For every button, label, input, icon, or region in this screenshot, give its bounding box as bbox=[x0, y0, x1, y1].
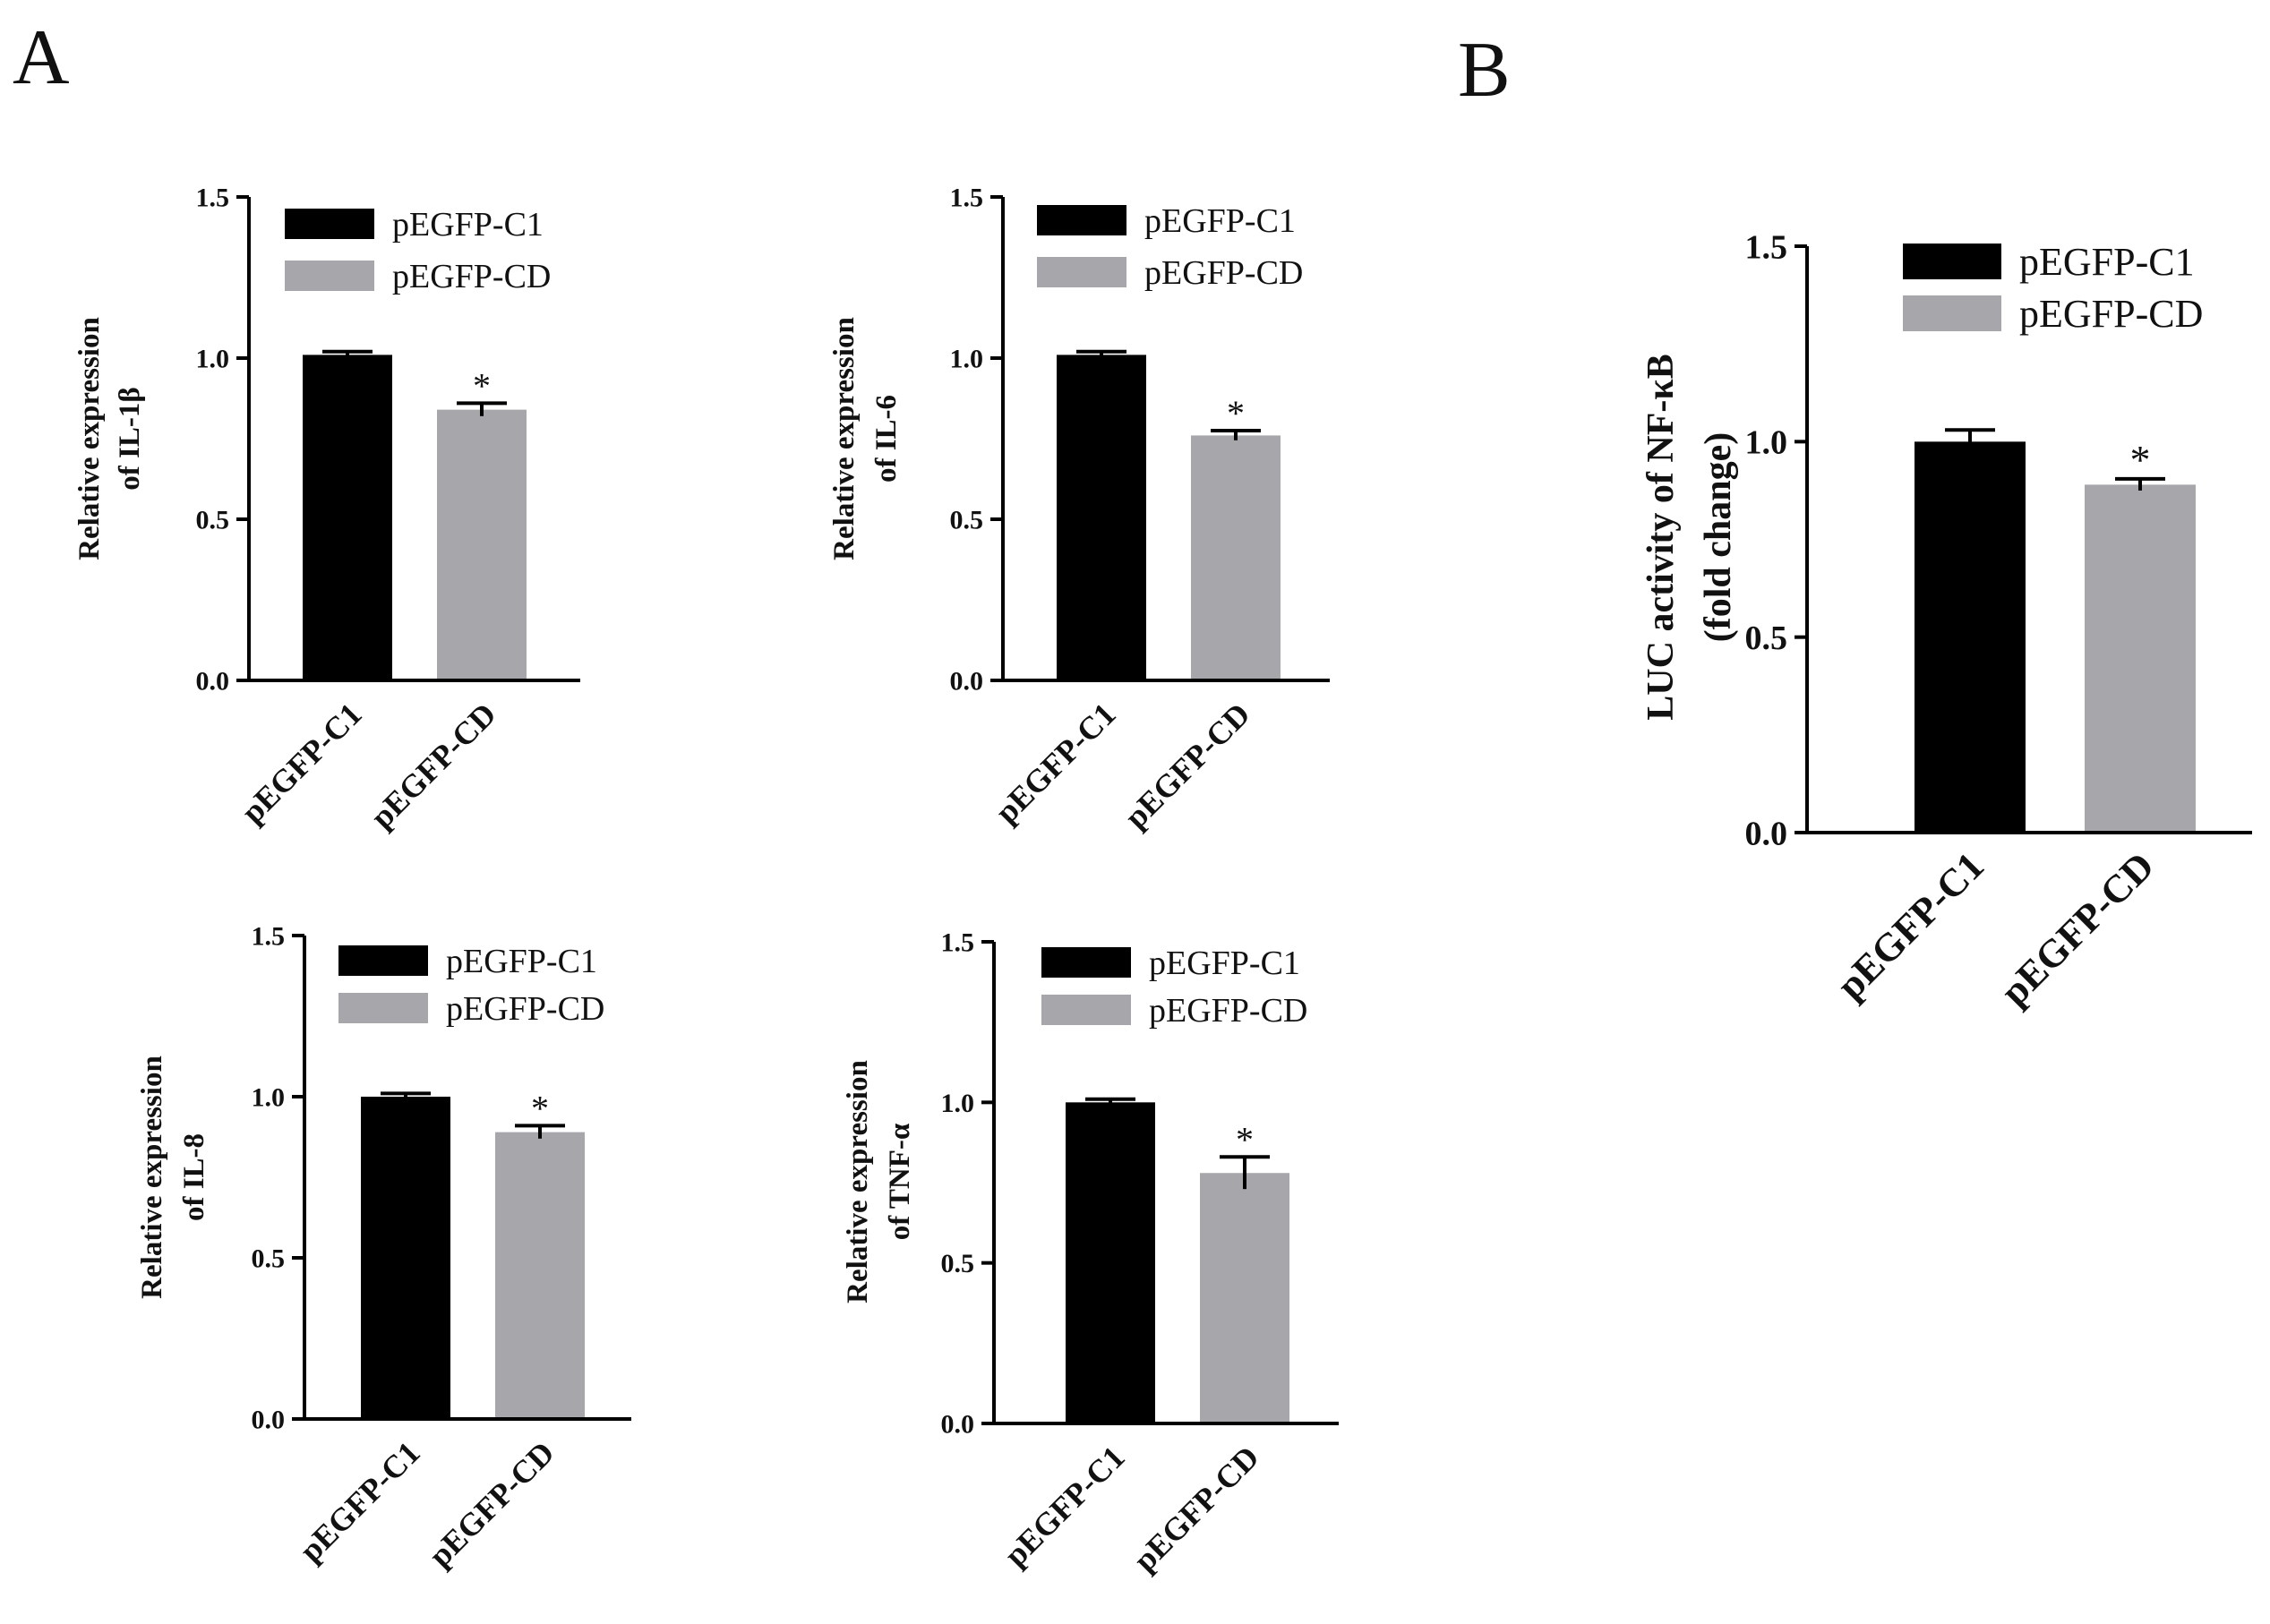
legend-label: pEGFP-C1 bbox=[1144, 202, 1296, 240]
y-tick-label: 1.5 bbox=[941, 928, 975, 958]
significance-marker: * bbox=[1236, 1119, 1254, 1159]
chart-il6: pEGFP-C1 * pEGFP-CD 0.0 0.5 1.0 1.5 Relative ex… bbox=[828, 184, 1330, 835]
legend-label: pEGFP-C1 bbox=[446, 943, 597, 980]
y-tick-label: 0.0 bbox=[252, 1406, 286, 1435]
significance-marker: * bbox=[1227, 393, 1245, 433]
y-tick-label: 0.0 bbox=[941, 1410, 975, 1440]
significance-marker: * bbox=[2130, 437, 2151, 483]
legend-label: pEGFP-CD bbox=[392, 258, 551, 295]
legend-label: pEGFP-CD bbox=[1144, 254, 1303, 292]
y-tick-label: 1.0 bbox=[196, 345, 230, 374]
bar-pegfp-cd bbox=[495, 1132, 585, 1419]
legend-swatch bbox=[338, 993, 428, 1023]
x-tick-label: pEGFP-C1 bbox=[235, 696, 369, 830]
bar-pegfp-cd bbox=[1200, 1173, 1289, 1423]
panel-label-a: A bbox=[13, 14, 70, 101]
legend-swatch bbox=[1037, 205, 1126, 235]
x-tick-label: pEGFP-CD bbox=[1992, 843, 2163, 1013]
bar-pegfp-cd bbox=[2085, 484, 2196, 833]
y-tick-label: 1.0 bbox=[252, 1083, 286, 1113]
legend-label: pEGFP-C1 bbox=[392, 206, 544, 244]
legend-label: pEGFP-C1 bbox=[2019, 240, 2195, 284]
bar-pegfp-c1 bbox=[303, 355, 392, 680]
y-tick-label: 1.5 bbox=[1745, 228, 1788, 266]
y-tick-label: 1.5 bbox=[252, 922, 286, 952]
y-axis-label: of IL-8 bbox=[178, 1133, 210, 1221]
x-tick-label: pEGFP-C1 bbox=[293, 1434, 427, 1568]
bar-pegfp-c1 bbox=[1057, 355, 1146, 680]
y-axis-label: of IL-1β bbox=[114, 387, 146, 490]
y-axis-label: Relative expression bbox=[842, 1060, 874, 1303]
significance-marker: * bbox=[473, 365, 491, 406]
y-tick-label: 1.5 bbox=[950, 184, 984, 213]
chart-il8: pEGFP-C1 * pEGFP-CD 0.0 0.5 1.0 1.5 Relative ex… bbox=[136, 922, 631, 1574]
x-tick-label: pEGFP-C1 bbox=[1829, 843, 1992, 1007]
chart-tnfa: pEGFP-C1 * pEGFP-CD 0.0 0.5 1.0 1.5 Relative ex… bbox=[842, 928, 1339, 1578]
x-tick-label: pEGFP-CD bbox=[422, 1434, 561, 1574]
y-tick-label: 1.5 bbox=[196, 184, 230, 213]
y-tick-label: 0.5 bbox=[941, 1249, 975, 1278]
y-tick-label: 1.0 bbox=[1745, 424, 1788, 462]
panel-label-b: B bbox=[1458, 27, 1511, 114]
legend-swatch bbox=[1037, 257, 1126, 287]
bar-pegfp-c1 bbox=[1915, 441, 2026, 833]
legend-label: pEGFP-CD bbox=[446, 990, 604, 1028]
legend-label: pEGFP-C1 bbox=[1149, 944, 1300, 982]
bar-pegfp-c1 bbox=[1066, 1102, 1155, 1423]
x-tick-label: pEGFP-CD bbox=[1118, 696, 1257, 835]
chart-nfkb: pEGFP-C1 * pEGFP-CD 0.0 0.5 1.0 1.5 LUC activit… bbox=[1640, 228, 2252, 1014]
y-axis-label: Relative expression bbox=[136, 1056, 168, 1299]
y-axis-label: of TNF-α bbox=[884, 1123, 916, 1240]
legend-swatch bbox=[285, 209, 374, 239]
legend-label: pEGFP-CD bbox=[2019, 292, 2203, 336]
x-tick-label: pEGFP-CD bbox=[1126, 1439, 1266, 1578]
legend-swatch bbox=[1041, 947, 1131, 978]
legend-swatch bbox=[1903, 295, 2001, 331]
y-axis-label: of IL-6 bbox=[870, 395, 903, 483]
y-axis-label: Relative expression bbox=[73, 317, 106, 560]
y-tick-label: 0.5 bbox=[950, 506, 984, 535]
y-tick-label: 0.0 bbox=[196, 667, 230, 697]
x-tick-label: pEGFP-CD bbox=[364, 696, 503, 835]
y-tick-label: 0.5 bbox=[1745, 620, 1788, 657]
legend-swatch bbox=[1903, 244, 2001, 279]
bar-pegfp-cd bbox=[437, 409, 527, 680]
y-tick-label: 0.0 bbox=[950, 667, 984, 697]
legend-swatch bbox=[1041, 995, 1131, 1025]
legend-label: pEGFP-CD bbox=[1149, 992, 1307, 1030]
x-tick-label: pEGFP-C1 bbox=[989, 696, 1123, 830]
bar-pegfp-cd bbox=[1191, 435, 1281, 680]
legend-swatch bbox=[285, 261, 374, 291]
y-tick-label: 1.0 bbox=[941, 1089, 975, 1118]
y-tick-label: 1.0 bbox=[950, 345, 984, 374]
y-axis-label: LUC activity of NF-κB bbox=[1640, 354, 1682, 720]
legend-swatch bbox=[338, 945, 428, 976]
chart-il1b: pEGFP-C1 * pEGFP-CD 0.0 0.5 1.0 1.5 Relative ex… bbox=[73, 184, 580, 835]
y-tick-label: 0.5 bbox=[252, 1244, 286, 1274]
y-axis-label: (fold change) bbox=[1698, 432, 1739, 643]
y-tick-label: 0.5 bbox=[196, 506, 230, 535]
bar-pegfp-c1 bbox=[361, 1097, 450, 1419]
y-axis-label: Relative expression bbox=[828, 317, 861, 560]
y-tick-label: 0.0 bbox=[1745, 815, 1788, 852]
significance-marker: * bbox=[531, 1088, 549, 1128]
x-tick-label: pEGFP-C1 bbox=[998, 1439, 1132, 1573]
